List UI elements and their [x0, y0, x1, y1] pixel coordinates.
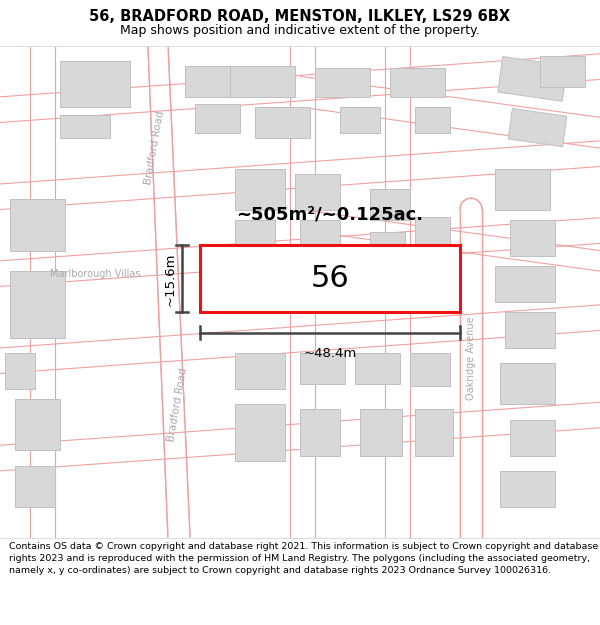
Text: Bradford Road: Bradford Road [167, 367, 190, 442]
Text: Marlborough Villas: Marlborough Villas [50, 269, 140, 279]
Bar [235, 220, 275, 256]
Bar [255, 107, 310, 138]
Bar [235, 353, 285, 389]
Bar [500, 471, 555, 507]
Text: Bradford Road: Bradford Road [143, 111, 166, 186]
Bar [355, 353, 400, 384]
Text: ~48.4m: ~48.4m [304, 347, 356, 360]
Bar [505, 312, 555, 348]
Bar [340, 107, 380, 132]
Bar [300, 220, 340, 251]
Bar [60, 115, 110, 138]
Bar [235, 404, 285, 461]
Polygon shape [148, 46, 190, 538]
Bar [5, 353, 35, 389]
Bar [10, 271, 65, 338]
Bar [15, 399, 60, 451]
Bar [315, 68, 370, 97]
Text: Map shows position and indicative extent of the property.: Map shows position and indicative extent… [120, 24, 480, 38]
Bar [410, 353, 450, 386]
Bar [370, 189, 410, 220]
Bar [540, 56, 585, 87]
Polygon shape [460, 198, 482, 538]
Bar [415, 409, 453, 456]
Bar [235, 169, 285, 209]
Bar [295, 174, 340, 209]
Bar [415, 217, 450, 246]
Bar [200, 246, 460, 312]
Text: ~505m²/~0.125ac.: ~505m²/~0.125ac. [236, 206, 424, 224]
Bar [195, 104, 240, 132]
Bar [230, 66, 295, 97]
Bar [500, 363, 555, 404]
Bar [390, 68, 445, 97]
Bar [360, 409, 402, 456]
Text: ~15.6m: ~15.6m [164, 252, 177, 306]
Text: Contains OS data © Crown copyright and database right 2021. This information is : Contains OS data © Crown copyright and d… [9, 542, 598, 575]
Text: Oakridge Avenue: Oakridge Avenue [466, 316, 476, 400]
Bar [495, 266, 555, 302]
Text: 56: 56 [311, 264, 349, 293]
Text: 56, BRADFORD ROAD, MENSTON, ILKLEY, LS29 6BX: 56, BRADFORD ROAD, MENSTON, ILKLEY, LS29… [89, 9, 511, 24]
Bar [510, 419, 555, 456]
Bar [10, 199, 65, 251]
Polygon shape [508, 109, 567, 147]
Bar [510, 220, 555, 256]
Bar [415, 107, 450, 132]
Bar [300, 353, 345, 384]
Bar [495, 169, 550, 209]
Bar [370, 232, 405, 261]
Polygon shape [498, 56, 567, 101]
Bar [15, 466, 55, 507]
Bar [185, 66, 245, 97]
Bar [60, 61, 130, 107]
Bar [300, 409, 340, 456]
